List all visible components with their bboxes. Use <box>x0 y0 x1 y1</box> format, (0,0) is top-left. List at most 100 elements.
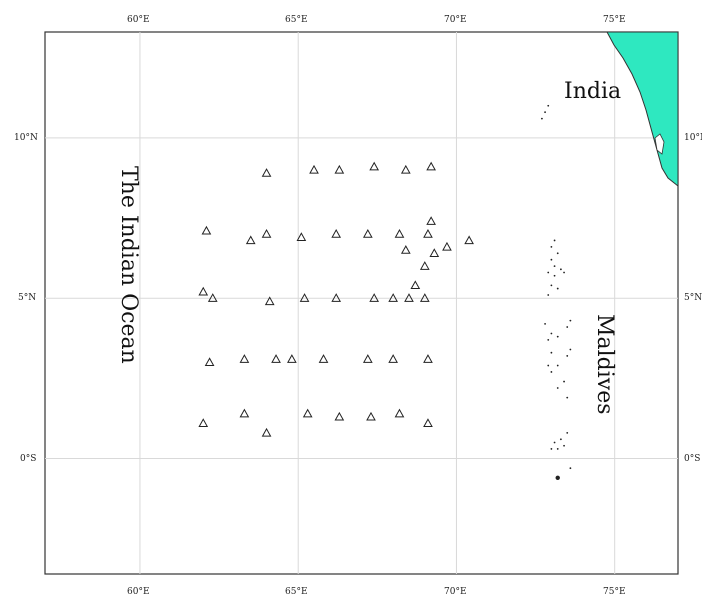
island-dot <box>555 475 560 480</box>
station-triangle-marker <box>287 354 297 363</box>
right-lat-ticks: 10°N 5°N 0°S <box>684 133 702 464</box>
station-triangle-marker <box>419 293 430 302</box>
island-dot <box>550 332 553 335</box>
station-triangle-marker <box>423 354 433 363</box>
island-dot <box>550 284 553 287</box>
station-triangle-marker <box>198 286 209 296</box>
island-dot <box>556 287 559 290</box>
bottom-lon-ticks: 60°E 65°E 70°E 75°E <box>127 587 626 597</box>
island-dot <box>541 117 543 120</box>
station-triangle-marker <box>334 411 345 421</box>
top-lon-ticks: 60°E 65°E 70°E 75°E <box>127 15 626 25</box>
tick-top-75e: 75°E <box>603 15 626 25</box>
island-dot <box>550 245 553 248</box>
island-dot <box>553 265 556 268</box>
label-indian-ocean: The Indian Ocean <box>116 166 141 364</box>
tick-left-0s: 0°S <box>20 454 36 464</box>
island-dot <box>556 387 559 389</box>
tick-left-5n: 5°N <box>18 293 36 303</box>
station-triangle-marker <box>369 293 380 302</box>
island-dot <box>550 351 553 354</box>
station-triangle-marker <box>369 161 380 171</box>
tick-top-70e: 70°E <box>444 15 467 25</box>
island-dot <box>556 448 559 450</box>
island-dot <box>566 355 569 357</box>
island-dot <box>566 431 569 434</box>
island-dot <box>553 441 556 444</box>
station-triangle-marker <box>410 280 421 290</box>
station-triangle-marker <box>334 164 345 174</box>
island-dot <box>563 271 565 274</box>
station-triangle-marker <box>423 229 433 238</box>
station-triangle-marker <box>318 354 329 363</box>
sampling-stations <box>198 161 474 437</box>
station-triangle-marker <box>239 354 250 363</box>
station-triangle-marker <box>400 245 411 254</box>
station-triangle-marker <box>394 408 405 418</box>
station-triangle-marker <box>404 293 414 302</box>
tick-right-0s: 0°S <box>684 454 700 464</box>
island-dot <box>556 364 559 367</box>
station-triangle-marker <box>429 248 440 257</box>
island-dot <box>556 335 559 338</box>
station-triangle-marker <box>426 216 436 225</box>
label-india: India <box>564 79 621 104</box>
station-triangle-marker <box>302 408 313 418</box>
island-dot <box>547 338 550 341</box>
tick-bottom-75e: 75°E <box>603 587 626 596</box>
island-dot <box>547 294 550 296</box>
station-triangle-marker <box>442 241 452 251</box>
island-dot <box>547 271 550 274</box>
island-dot <box>569 319 572 322</box>
island-dot <box>550 448 553 450</box>
station-triangle-marker <box>331 229 342 238</box>
station-triangle-marker <box>239 408 250 418</box>
station-triangle-marker <box>464 235 474 245</box>
station-triangle-marker <box>296 232 307 241</box>
tick-bottom-65e: 65°E <box>285 587 308 596</box>
station-triangle-marker <box>388 354 398 363</box>
tick-right-10n: 10°N <box>684 133 702 143</box>
label-maldives: Maldives <box>592 314 617 415</box>
station-triangle-marker <box>400 164 411 174</box>
station-triangle-marker <box>426 161 436 171</box>
island-dot <box>550 371 553 373</box>
coastal-islet <box>654 133 665 155</box>
tick-left-10n: 10°N <box>14 133 38 143</box>
map-frame <box>44 31 679 575</box>
maldives-islands <box>541 104 572 480</box>
graticule <box>45 32 678 574</box>
island-dot <box>556 252 559 255</box>
island-dot <box>547 364 550 367</box>
station-triangle-marker <box>423 418 433 427</box>
station-triangle-marker <box>419 261 430 270</box>
tick-top-60e: 60°E <box>127 15 150 25</box>
tick-bottom-60e: 60°E <box>127 587 150 596</box>
tick-bottom-70e: 70°E <box>444 587 467 596</box>
left-lat-ticks: 10°N 5°N 0°S <box>14 133 38 464</box>
island-dot <box>566 396 569 399</box>
station-triangle-marker <box>331 293 342 302</box>
island-dot <box>550 258 553 261</box>
station-triangle-marker <box>309 164 319 174</box>
station-triangle-marker <box>204 357 215 367</box>
station-triangle-marker <box>261 229 272 238</box>
station-triangle-marker <box>388 293 398 302</box>
island-dot <box>569 348 572 351</box>
island-dot <box>547 104 550 107</box>
station-triangle-marker <box>245 235 256 245</box>
station-triangle-marker <box>366 411 376 421</box>
tick-top-65e: 65°E <box>285 15 308 25</box>
tick-right-5n: 5°N <box>684 293 702 303</box>
station-triangle-marker <box>207 293 218 302</box>
island-dot <box>553 239 556 242</box>
station-triangle-marker <box>261 427 272 437</box>
station-triangle-marker <box>362 229 373 238</box>
station-triangle-marker <box>198 418 209 427</box>
station-triangle-marker <box>394 229 405 238</box>
station-triangle-marker <box>362 354 373 363</box>
station-triangle-marker <box>201 225 212 235</box>
island-dot <box>566 326 569 328</box>
